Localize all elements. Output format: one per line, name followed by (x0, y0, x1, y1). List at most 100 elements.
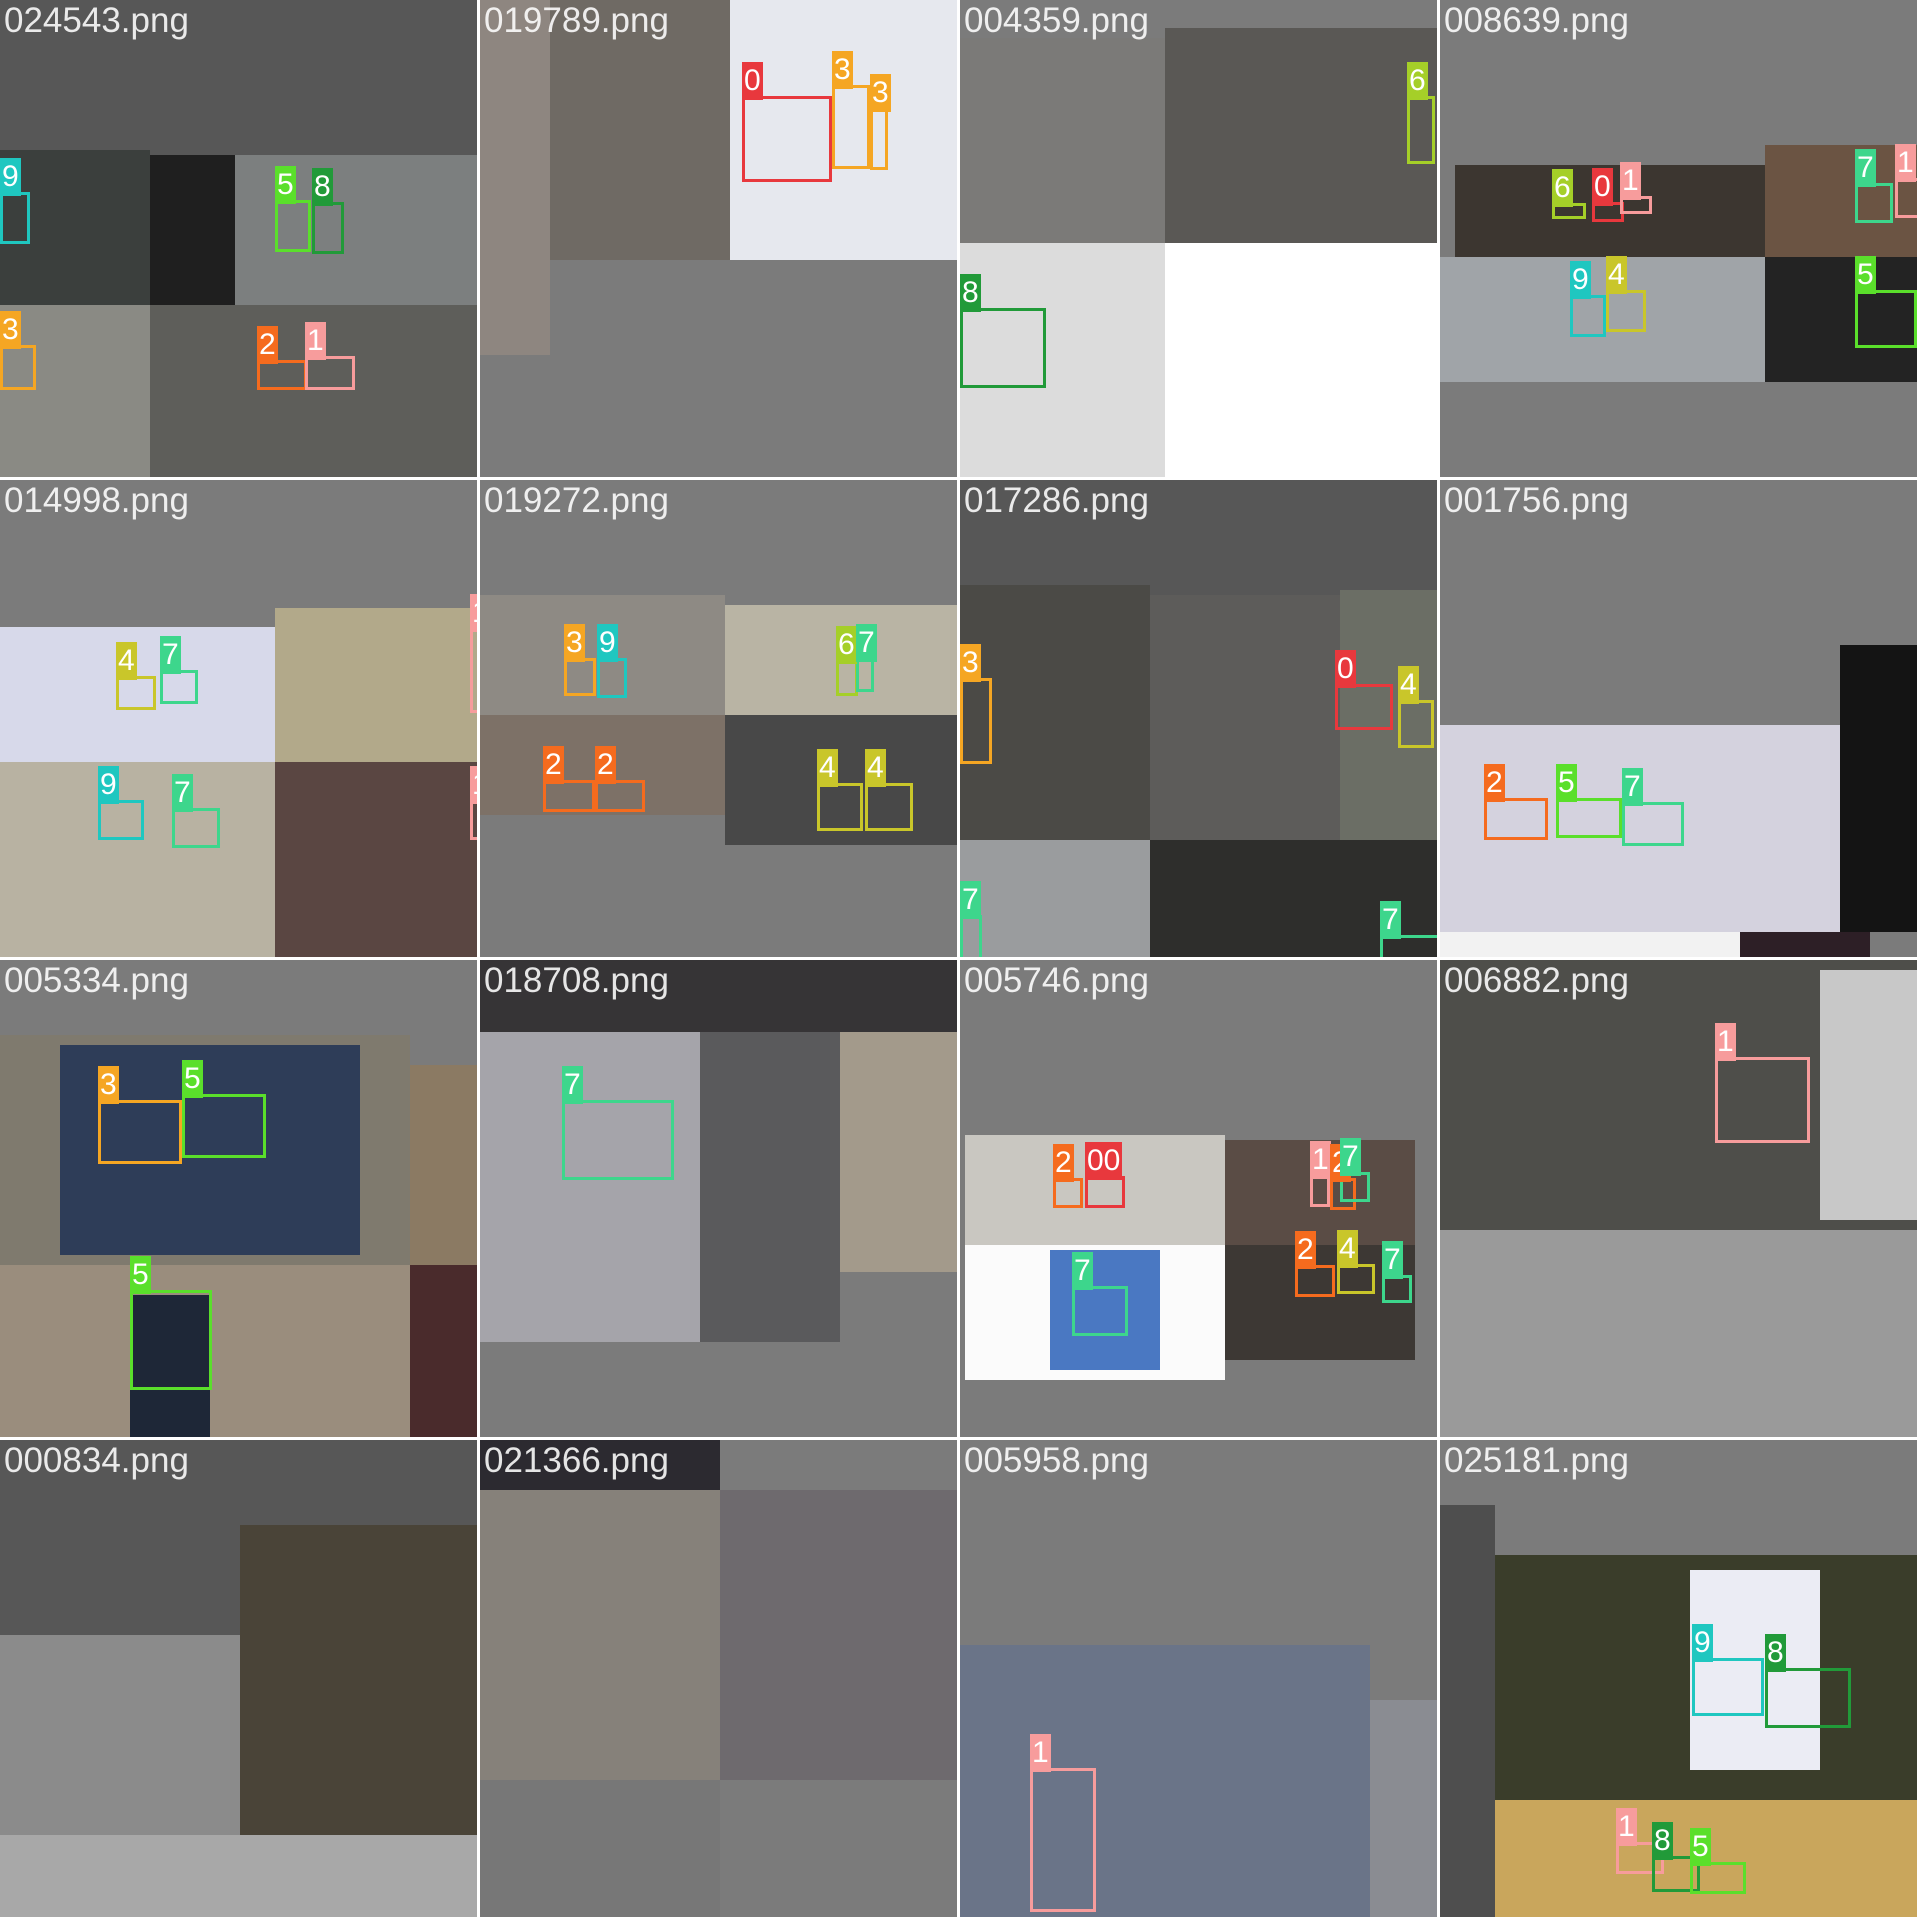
bounding-box (0, 345, 36, 390)
box-label: 5 (1556, 764, 1577, 802)
box-label: 9 (98, 766, 119, 804)
image-tile: 006882.png 1 (1440, 960, 1920, 1440)
photo-patch (1165, 28, 1437, 243)
bounding-box (742, 96, 832, 182)
bounding-box (172, 808, 220, 848)
box-label: 8 (960, 274, 981, 312)
photo-patch (240, 1525, 477, 1840)
photo-patch (550, 0, 730, 260)
photo-patch (0, 627, 275, 762)
box-label: 6 (1407, 62, 1428, 100)
tile-filename: 008639.png (1444, 1, 1629, 40)
box-label: 2 (1295, 1231, 1316, 1269)
box-label: 5 (1690, 1828, 1711, 1866)
bounding-box (1622, 802, 1684, 846)
image-tile: 000834.png (0, 1440, 480, 1920)
image-tile: 021366.png (480, 1440, 960, 1920)
box-label: 4 (817, 749, 838, 787)
bounding-box (312, 202, 344, 254)
photo-patch (700, 1032, 840, 1342)
bounding-box (1895, 178, 1917, 218)
bounding-box (130, 1290, 212, 1390)
photo-patch (1840, 645, 1917, 932)
box-label: 9 (1570, 261, 1591, 299)
photo-patch (960, 38, 1165, 243)
box-label: 5 (1855, 256, 1876, 294)
photo-patch (130, 1295, 210, 1437)
bounding-box (1570, 295, 1606, 337)
box-label: 1 (1895, 144, 1916, 182)
bounding-box (1855, 290, 1917, 348)
bounding-box (564, 658, 596, 696)
image-tile: 008639.png 6 0 1 7 1 9 4 5 (1440, 0, 1920, 480)
bounding-box (116, 676, 156, 710)
bounding-box (1085, 1176, 1125, 1208)
image-tile: 019789.png 0 3 3 (480, 0, 960, 480)
bounding-box (257, 360, 307, 390)
tile-filename: 006882.png (1444, 961, 1629, 1000)
image-tile: 017286.png 3 0 4 7 7 (960, 480, 1440, 960)
box-label: 9 (0, 158, 21, 196)
bounding-box (1053, 1178, 1083, 1208)
tile-filename: 000834.png (4, 1441, 189, 1480)
bounding-box (1484, 798, 1548, 840)
box-label: 4 (1606, 256, 1627, 294)
bounding-box (1382, 1275, 1412, 1303)
box-label: 2 (1484, 764, 1505, 802)
box-label: 3 (0, 311, 21, 349)
bounding-box (1765, 1668, 1851, 1728)
bounding-box (865, 783, 913, 831)
photo-patch (1440, 932, 1740, 957)
photo-patch (725, 715, 957, 845)
box-label: 5 (182, 1060, 203, 1098)
box-label: 4 (1337, 1230, 1358, 1268)
tile-filename: 005746.png (964, 961, 1149, 1000)
photo-patch (275, 762, 477, 957)
bounding-box (960, 915, 982, 957)
photo-patch (0, 150, 150, 305)
tile-filename: 001756.png (1444, 481, 1629, 520)
tile-filename: 019272.png (484, 481, 669, 520)
bounding-box (1398, 700, 1434, 748)
image-tile: 005958.png 1 (960, 1440, 1440, 1920)
bounding-box (470, 800, 477, 840)
tile-filename: 025181.png (1444, 1441, 1629, 1480)
tile-filename: 024543.png (4, 1, 189, 40)
bounding-box (98, 800, 144, 840)
photo-patch (275, 608, 477, 762)
photo-patch (235, 155, 477, 305)
photo-patch (1165, 243, 1437, 477)
bounding-box (1072, 1286, 1128, 1336)
box-label: 1 (1030, 1734, 1051, 1772)
photo-patch (0, 1635, 240, 1835)
box-label: 7 (160, 636, 181, 674)
bounding-box (1310, 1175, 1330, 1207)
photo-patch (480, 1032, 710, 1342)
bounding-box (836, 660, 858, 696)
photo-patch (480, 1490, 720, 1780)
bounding-box (1692, 1658, 1764, 1716)
box-label: 3 (832, 51, 853, 89)
photo-patch (1150, 595, 1340, 840)
box-label: 7 (960, 881, 981, 919)
bounding-box (1690, 1862, 1746, 1894)
bounding-box (305, 356, 355, 390)
bounding-box (832, 85, 870, 169)
bounding-box (960, 308, 1046, 388)
bounding-box (182, 1094, 266, 1158)
photo-patch (480, 960, 957, 1032)
box-label: 3 (564, 624, 585, 662)
photo-patch (960, 243, 1165, 477)
photo-patch (1440, 1230, 1917, 1437)
tile-filename: 019789.png (484, 1, 669, 40)
image-tile: 005334.png 3 5 5 (0, 960, 480, 1440)
box-label: 4 (1398, 666, 1419, 704)
photo-patch (410, 1265, 477, 1437)
bounding-box (1715, 1057, 1810, 1143)
photo-patch (1440, 257, 1765, 382)
bounding-box (470, 628, 477, 713)
box-label: 6 (1552, 169, 1573, 207)
box-label: 8 (1652, 1822, 1673, 1860)
box-label: 7 (172, 774, 193, 812)
